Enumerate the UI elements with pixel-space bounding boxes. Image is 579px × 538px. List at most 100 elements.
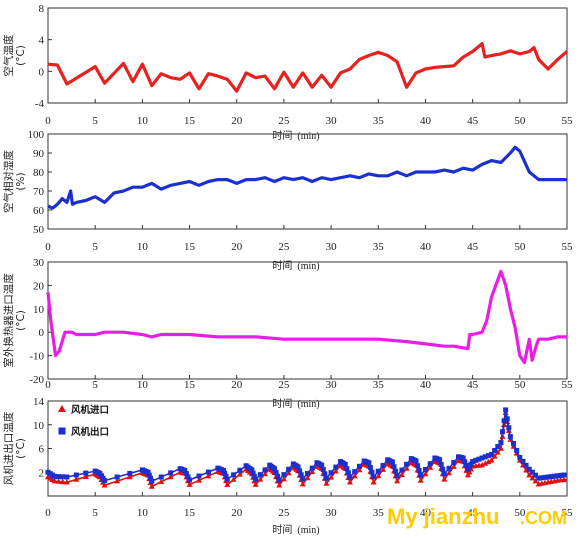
x-tick-label: 20 <box>231 241 243 253</box>
series-point-2 <box>356 463 362 469</box>
series-point-1 <box>257 476 264 482</box>
series-point-1 <box>63 479 70 485</box>
series-point-2 <box>345 470 351 476</box>
series-point-2 <box>366 460 372 466</box>
x-tick-label: 45 <box>467 379 479 391</box>
series-point-2 <box>146 472 152 478</box>
series-point-2 <box>323 475 329 481</box>
x-tick-label: 5 <box>92 507 98 519</box>
series-point-2 <box>415 463 421 469</box>
y-tick-label: 10 <box>33 420 45 432</box>
series-point-1 <box>356 466 363 473</box>
series-point-1 <box>323 480 330 486</box>
series-point-1 <box>55 478 62 484</box>
plot-frame <box>47 133 568 230</box>
series-point-2 <box>149 478 155 484</box>
series-point-2 <box>367 465 373 470</box>
series-point-2 <box>320 466 326 472</box>
series-point-2 <box>536 475 542 481</box>
series-point-2 <box>529 469 535 475</box>
y-tick-label: -20 <box>29 374 44 386</box>
x-axis-label: 时间 (min) <box>272 397 319 410</box>
series-point-1 <box>464 472 471 478</box>
x-axis-label: 时间 (min) <box>272 259 319 272</box>
x-tick-label: 55 <box>562 241 574 253</box>
series-point-2 <box>506 425 512 431</box>
series-point-2 <box>56 474 62 480</box>
series-point-2 <box>514 447 520 453</box>
x-tick-label: 0 <box>45 507 51 519</box>
series-point-1 <box>532 477 539 484</box>
series-point-1 <box>285 469 292 476</box>
series-point-2 <box>463 463 469 469</box>
series-point-1 <box>309 468 316 475</box>
x-tick-label: 40 <box>420 115 432 127</box>
x-tick-label: 35 <box>373 507 385 519</box>
series-point-2 <box>485 453 491 459</box>
x-tick-label: 50 <box>514 379 526 391</box>
series-point-2 <box>369 469 375 475</box>
y-axis-label: 风机进出口温度(°C) <box>2 411 27 485</box>
series-point-2 <box>222 470 228 476</box>
x-tick-label: 30 <box>326 241 338 253</box>
y-tick-label: 2 <box>39 467 45 479</box>
series-point-2 <box>482 454 488 460</box>
x-tick-label: 25 <box>278 115 290 127</box>
series-point-2 <box>223 473 229 479</box>
series-point-2 <box>479 455 485 461</box>
series-line-1 <box>46 269 567 365</box>
series-point-2 <box>286 466 292 472</box>
series-point-1 <box>280 475 287 482</box>
y-tick-label: 0 <box>39 327 45 339</box>
series-point-2 <box>440 466 446 472</box>
series-point-2 <box>399 467 405 473</box>
series-point-1 <box>375 472 382 479</box>
series-point-1 <box>224 481 231 487</box>
series-point-2 <box>305 470 310 476</box>
series-point-2 <box>52 473 58 479</box>
legend-marker <box>58 427 66 435</box>
series-point-1 <box>403 465 410 471</box>
y-tick-label: 90 <box>33 148 45 160</box>
series-point-2 <box>393 468 399 474</box>
series-point-2 <box>352 469 358 475</box>
y-axis-label: 空气温度(°C) <box>2 34 27 76</box>
series-point-2 <box>489 451 495 457</box>
series-point-2 <box>168 470 174 476</box>
series-point-1 <box>59 478 66 485</box>
series-point-1 <box>441 476 448 482</box>
series-point-1 <box>236 471 243 477</box>
series-point-2 <box>539 475 545 481</box>
series-point-1 <box>446 469 453 476</box>
series-point-1 <box>427 464 434 470</box>
series-point-2 <box>473 457 479 463</box>
series-point-2 <box>561 472 567 478</box>
series-point-2 <box>492 447 498 453</box>
y-tick-label: 30 <box>33 257 45 269</box>
series-point-1 <box>494 449 501 455</box>
watermark-suffix: .COM <box>520 508 567 528</box>
series-point-2 <box>503 407 509 413</box>
series-point-2 <box>183 471 189 477</box>
series-point-2 <box>102 478 108 484</box>
series-point-2 <box>545 474 551 480</box>
plot-frame <box>47 7 568 104</box>
series-point-1 <box>417 477 424 483</box>
series-point-1 <box>479 461 486 468</box>
watermark-text: My jianzhu <box>387 504 499 529</box>
x-tick-label: 55 <box>562 115 574 127</box>
series-point-2 <box>416 467 422 473</box>
series-point-1 <box>370 479 377 485</box>
series-point-1 <box>195 477 202 483</box>
x-tick-label: 40 <box>420 507 432 519</box>
x-tick-label: 25 <box>278 241 290 253</box>
series-point-1 <box>497 445 504 451</box>
y-tick-label: 4 <box>39 35 45 47</box>
series-point-2 <box>446 465 452 471</box>
series-point-2 <box>551 473 557 479</box>
series-point-2 <box>322 471 328 477</box>
series-point-2 <box>438 462 444 468</box>
series-point-1 <box>450 463 457 469</box>
series-point-2 <box>466 464 472 470</box>
series-point-1 <box>276 482 283 488</box>
